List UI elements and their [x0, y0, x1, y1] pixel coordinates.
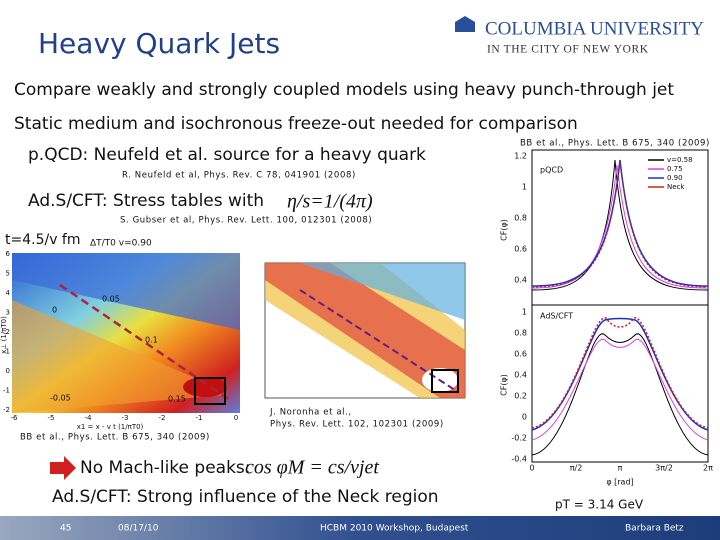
contour-peak	[183, 377, 227, 397]
y-tick-label: 0.8	[514, 214, 527, 223]
curve	[531, 317, 709, 431]
text-line: p.QCD: Neufeld et al. source for a heavy…	[28, 145, 426, 165]
formula: η/s=1/(4π)	[287, 191, 373, 213]
curve	[531, 333, 709, 456]
x-tick-label: π/2	[570, 464, 583, 473]
page-number: 45	[60, 524, 71, 534]
logo-subtext: IN THE CITY OF NEW YORK	[487, 44, 649, 56]
y-tick-label: 1	[522, 308, 527, 317]
mach-line	[299, 289, 456, 391]
y-tick-label: 0.4	[514, 276, 527, 285]
footer-author: Barbara Betz	[625, 524, 684, 534]
contour-label: 0.1	[145, 336, 158, 345]
citation: J. Noronha et al.,	[269, 408, 352, 418]
highlight-box	[194, 377, 226, 405]
axis-label: x⊥ (1/πT0)	[0, 316, 8, 354]
y-tick-label: 0	[6, 367, 10, 375]
curve	[531, 161, 709, 288]
citation: S. Gubser et al, Phys. Rev. Lett. 100, 0…	[120, 216, 372, 226]
y-tick-label: 1.2	[514, 152, 527, 161]
y-tick-label: 0.8	[514, 329, 527, 338]
contour-label: 0	[52, 306, 57, 315]
curve	[531, 159, 709, 291]
legend-label: v=0.58	[667, 156, 693, 164]
y-tick-label: 4	[6, 289, 11, 297]
citation: R. Neufeld et al, Phys. Rev. C 78, 04190…	[122, 171, 356, 181]
text-line: Static medium and isochronous freeze-out…	[14, 114, 578, 134]
x-tick-label: 0	[234, 414, 238, 422]
contour-band	[300, 263, 465, 320]
arrow-icon	[50, 456, 76, 480]
momentum-label: pT = 3.14 GeV	[555, 498, 644, 512]
y-tick-label: 0.4	[514, 371, 527, 380]
panel-label: pQCD	[540, 166, 563, 175]
contour-band	[12, 300, 225, 413]
legend-label: Neck	[667, 183, 685, 191]
y-tick-label: -1	[3, 387, 10, 395]
curve	[531, 159, 709, 287]
contour-label: 0.15	[168, 395, 186, 404]
footer-bar	[0, 516, 720, 540]
y-tick-label: 0.6	[514, 245, 527, 254]
x-tick-label: -5	[48, 414, 55, 422]
y-tick-label: 5	[6, 270, 10, 278]
y-tick-label: 1	[6, 348, 10, 356]
y-tick-label: 0.6	[514, 350, 527, 359]
y-tick-label: -0.2	[511, 434, 527, 443]
legend-label: 0.75	[667, 165, 683, 173]
panel-label: AdS/CFT	[540, 312, 573, 321]
contour-label: -0.05	[50, 394, 71, 403]
text-line: Ad.S/CFT: Strong influence of the Neck r…	[52, 487, 439, 507]
y-tick-label: 1	[522, 183, 527, 192]
curve	[531, 317, 709, 429]
logo-text: COLUMBIA UNIVERSITY	[485, 18, 704, 39]
text-line: Compare weakly and strongly coupled mode…	[14, 80, 674, 100]
text-line: t=4.5/v fm	[5, 232, 81, 248]
citation: BB et al., Phys. Lett. B 675, 340 (2009)	[20, 433, 210, 443]
panel-frame	[531, 149, 709, 306]
highlight-box	[431, 369, 459, 393]
x-tick-label: 0	[529, 464, 534, 473]
footer-date: 08/17/10	[118, 524, 159, 534]
text-line: No Mach-like peaks:	[80, 458, 251, 478]
x-tick-label: -4	[85, 414, 93, 422]
curve	[531, 339, 709, 441]
y-tick-label: -0.4	[511, 455, 527, 464]
x-tick-label: 2π	[703, 464, 713, 473]
y-tick-label: 0	[522, 413, 527, 422]
x-tick-label: 3π/2	[655, 464, 673, 473]
contour-label: 0.05	[102, 295, 120, 304]
x-tick-label: -6	[11, 414, 19, 422]
x-tick-label: π	[618, 464, 623, 473]
footer-event: HCBM 2010 Workshop, Budapest	[320, 524, 469, 534]
x-tick-label: -2	[159, 414, 166, 422]
axis-label: CF(φ)	[500, 219, 509, 241]
legend-label: 0.90	[667, 174, 683, 182]
text-line: Ad.S/CFT: Stress tables with	[28, 191, 264, 211]
panel-frame	[531, 304, 709, 463]
y-tick-label: 0.2	[514, 392, 527, 401]
mach-line	[59, 283, 231, 402]
logo-crown	[455, 16, 475, 32]
y-tick-label: 6	[6, 250, 11, 258]
citation: Phys. Rev. Lett. 102, 102301 (2009)	[270, 420, 444, 430]
x-tick-label: -3	[122, 414, 129, 422]
citation: BB et al., Phys. Lett. B 675, 340 (2009)	[520, 139, 710, 149]
axis-label: φ [rad]	[606, 478, 633, 487]
axis-label: x1 = x - v t (1/πT0)	[77, 423, 144, 431]
x-tick-label: -1	[196, 414, 203, 422]
curve	[531, 164, 709, 289]
y-tick-label: 2	[6, 328, 10, 336]
formula: cos φM = cs/vjet	[245, 457, 379, 479]
axis-label: CF(φ)	[500, 374, 509, 396]
y-tick-label: 3	[6, 309, 10, 317]
plot-title: ΔT/T0 v=0.90	[90, 239, 152, 249]
contour-band	[12, 253, 240, 330]
y-tick-label: -2	[3, 406, 10, 414]
title: Heavy Quark Jets	[38, 27, 280, 60]
